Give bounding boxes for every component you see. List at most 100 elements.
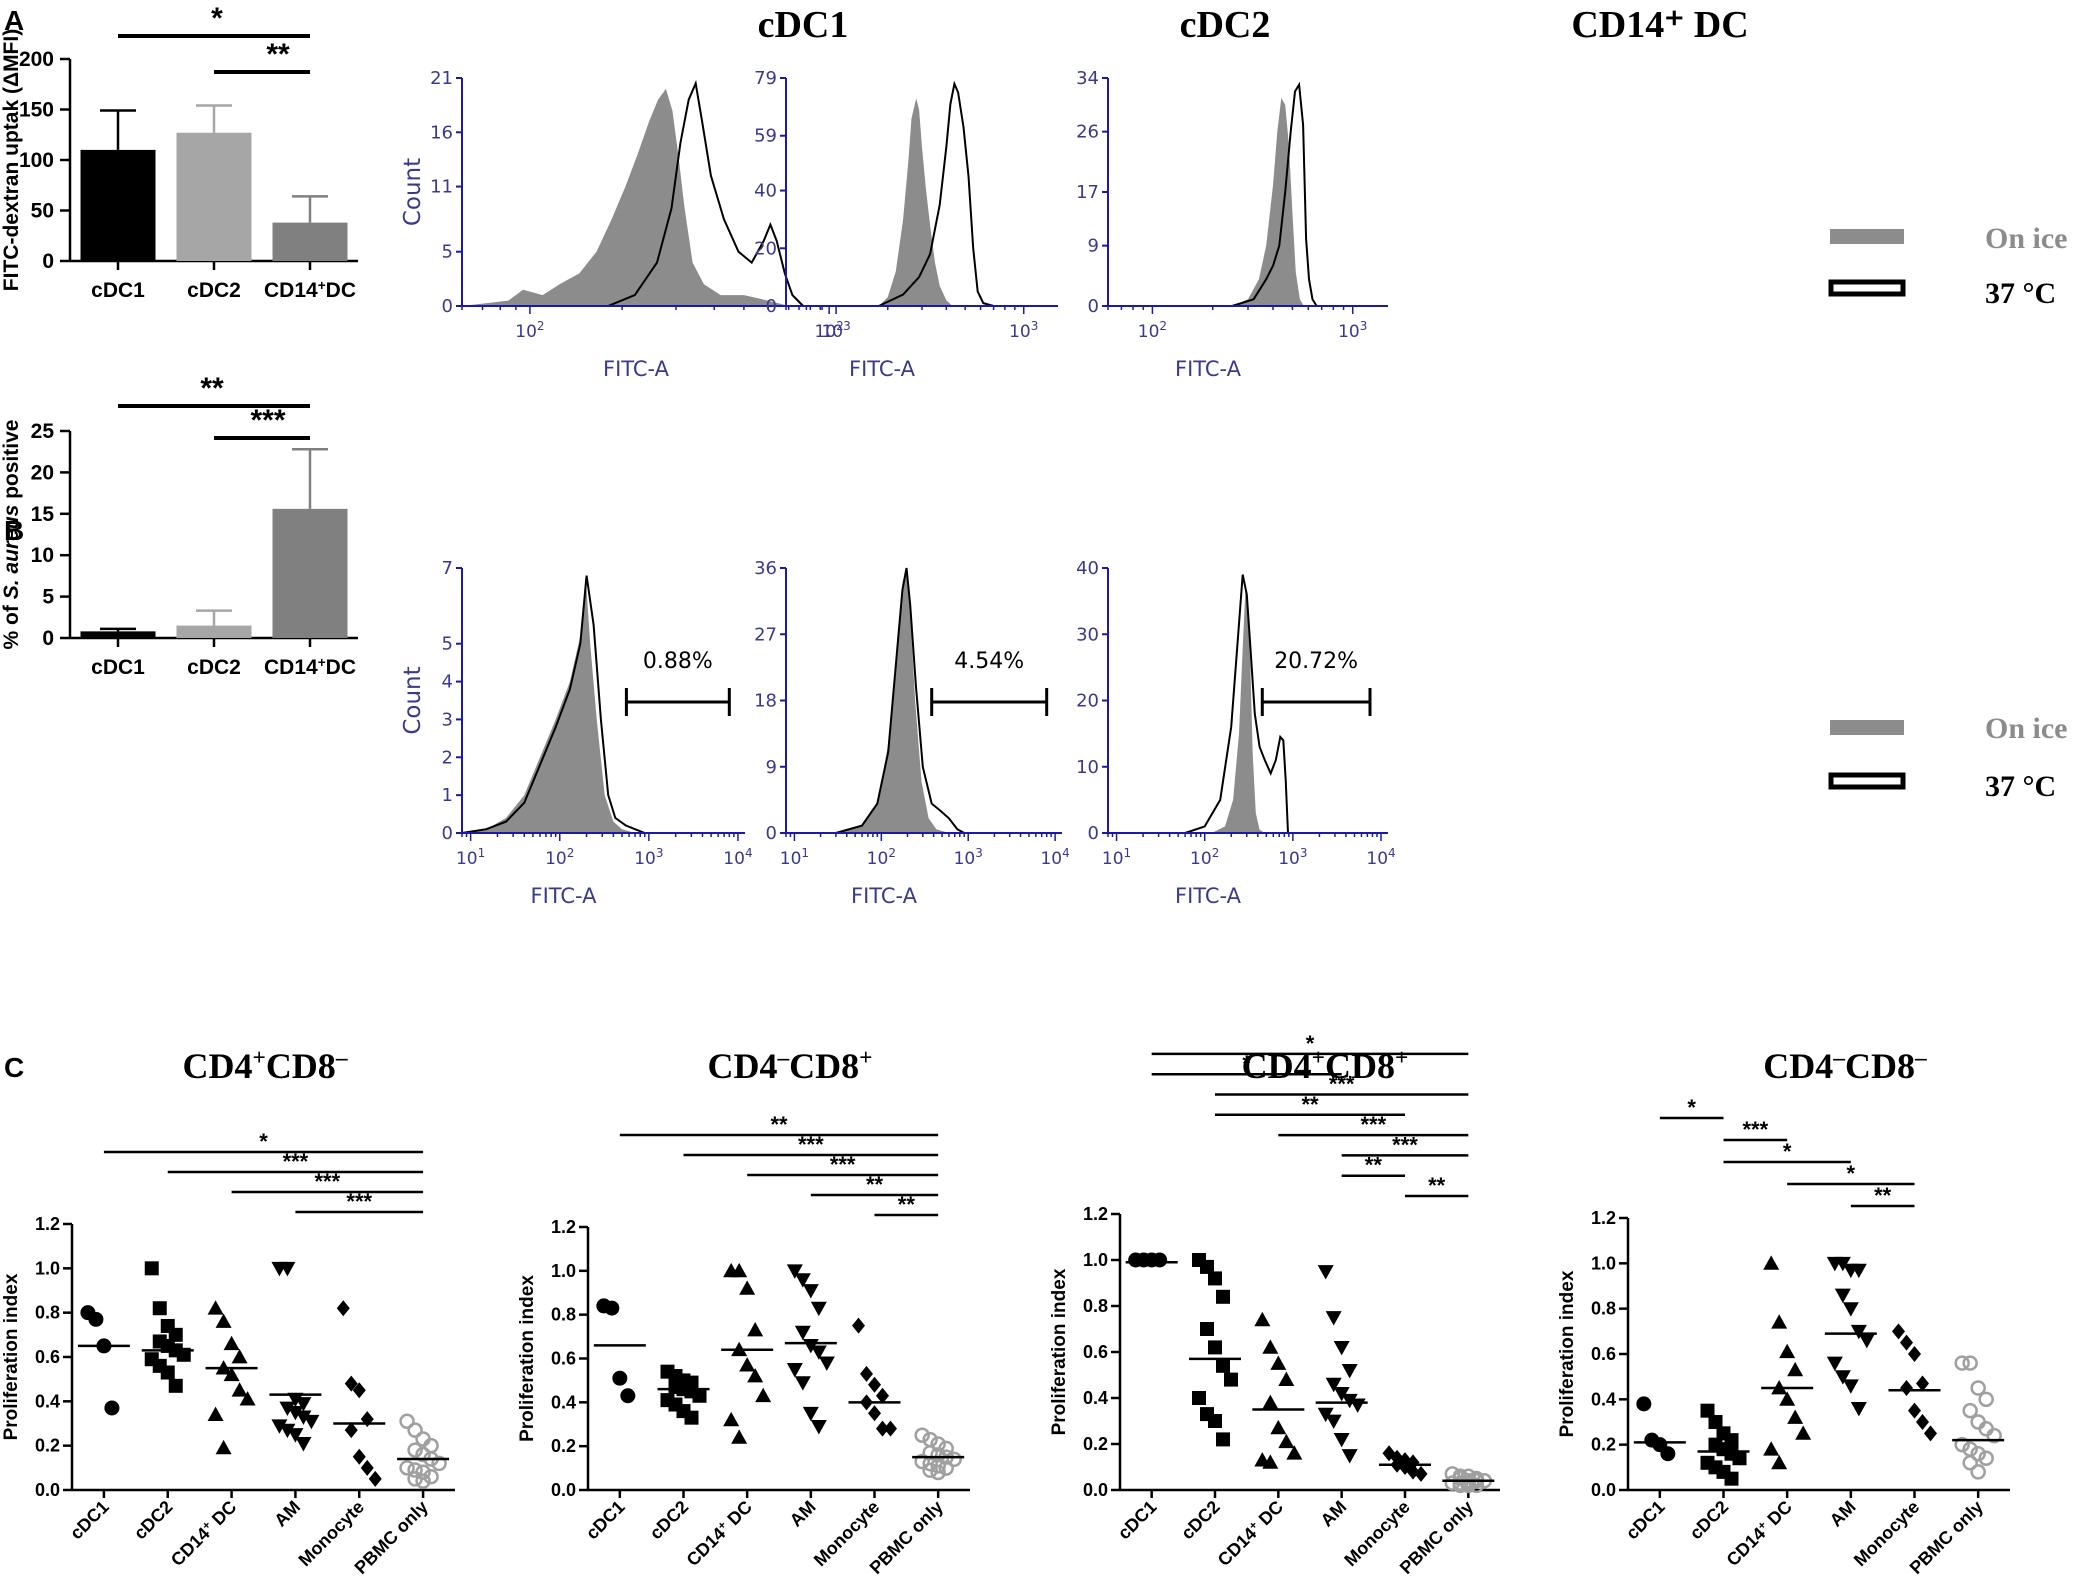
data-point: [287, 1428, 304, 1443]
data-point: [1208, 1271, 1222, 1286]
data-point: [279, 1401, 296, 1416]
data-point: [1970, 1464, 1986, 1480]
data-point: [802, 1406, 819, 1422]
data-point: [1924, 1425, 1937, 1442]
data-point: [1978, 1450, 1994, 1467]
legend-a: On ice 37 °C: [1828, 222, 2068, 310]
y-tick-label: 0.8: [551, 1305, 576, 1325]
significance-label: *: [259, 1129, 268, 1154]
data-point: [1152, 1252, 1168, 1268]
data-point: [207, 1406, 224, 1422]
x-tick-label: AM: [1317, 1497, 1351, 1531]
y-axis-label: Proliferation index: [1557, 1270, 1578, 1437]
data-point: [930, 1464, 946, 1481]
data-point: [407, 1422, 423, 1438]
data-point: [922, 1444, 938, 1461]
data-point: [876, 1387, 889, 1404]
data-point: [914, 1427, 930, 1443]
significance-label: **: [1428, 1173, 1446, 1198]
y-tick-label: 1.2: [1591, 1208, 1616, 1228]
data-point: [922, 1462, 938, 1479]
data-point: [1636, 1396, 1652, 1412]
scatter-title: CD4+CD8+: [1242, 1045, 1409, 1086]
x-tick-label: 102: [1190, 846, 1219, 869]
data-point: [1916, 1414, 1929, 1430]
data-point: [1858, 1334, 1875, 1349]
data-point: [692, 1388, 707, 1403]
y-tick-label: 16: [430, 122, 453, 143]
data-point: [1262, 1394, 1279, 1409]
data-point: [407, 1462, 423, 1478]
data-point: [1460, 1477, 1477, 1494]
significance-label: ***: [1742, 1117, 1768, 1142]
data-point: [295, 1410, 312, 1425]
data-point: [1286, 1445, 1303, 1460]
y-tick-label: 0.2: [1083, 1434, 1108, 1454]
y-tick-label: 5: [442, 634, 453, 655]
data-point: [1262, 1339, 1279, 1354]
data-point: [1826, 1356, 1843, 1372]
x-tick-label: CD14+DC: [264, 278, 356, 303]
y-tick-label: 2: [442, 747, 453, 768]
data-point: [794, 1325, 811, 1341]
data-point: [755, 1387, 772, 1403]
data-point: [399, 1413, 415, 1430]
y-tick-label: 0.6: [551, 1349, 576, 1369]
scatter-panels-c: CD4+CD8– 0.0 0.2 0.4 0.6 0.8 1.0 1.2 Proliferati…: [1, 1031, 2010, 1578]
data-point: [88, 1311, 104, 1327]
data-point: [938, 1460, 954, 1476]
x-tick-label: CD14+ DC: [167, 1496, 241, 1570]
x-tick-label: AM: [786, 1497, 820, 1531]
data-point: [223, 1335, 240, 1351]
panel-label-a: A: [4, 5, 24, 36]
data-point: [207, 1300, 224, 1315]
legend-swatch-37c: [1828, 279, 1906, 297]
data-point: [1270, 1419, 1287, 1435]
y-tick-label: 100: [19, 149, 54, 172]
significance-label: *: [1242, 1051, 1251, 1076]
data-point: [810, 1345, 827, 1360]
y-tick-label: 0.4: [1083, 1388, 1108, 1408]
y-tick-label: 0.6: [1083, 1342, 1108, 1362]
y-tick-label: 0: [766, 823, 777, 844]
significance-label: *: [1306, 1031, 1315, 1056]
data-point: [1333, 1387, 1350, 1402]
y-tick-label: 0.4: [35, 1391, 60, 1411]
data-point: [407, 1442, 423, 1458]
x-tick-label: 102: [867, 846, 896, 869]
flow-plot-2: 0 9 17 26 34 102 103 FITC-A: [1076, 68, 1388, 381]
data-point: [930, 1447, 946, 1463]
data-point: [423, 1468, 439, 1485]
data-point: [876, 1420, 889, 1437]
x-tick-label: CD14+ DC: [682, 1496, 756, 1570]
x-tick-label: 104: [723, 846, 752, 869]
data-point: [723, 1411, 740, 1427]
data-point: [1341, 1364, 1358, 1379]
y-axis-label: Proliferation index: [1049, 1268, 1070, 1435]
x-tick-label: 101: [1102, 846, 1131, 869]
data-point: [352, 1448, 366, 1465]
data-point: [431, 1455, 447, 1472]
y-tick-label: 0.8: [1083, 1296, 1108, 1316]
y-tick-label: 0: [42, 250, 54, 273]
y-tick-label: 200: [19, 48, 54, 71]
data-point: [336, 1300, 350, 1317]
data-point: [1732, 1451, 1747, 1466]
x-tick-label: 104: [1040, 846, 1069, 869]
data-point: [279, 1423, 296, 1439]
bar: [176, 132, 252, 261]
data-point: [1208, 1414, 1222, 1428]
y-tick-label: 0: [766, 296, 777, 317]
y-tick-label: 50: [31, 200, 54, 223]
data-point: [1779, 1391, 1796, 1406]
data-point: [1962, 1355, 1978, 1371]
x-tick-label: cDC1: [91, 656, 145, 679]
y-axis-label: Proliferation index: [1, 1273, 22, 1440]
data-point: [1970, 1380, 1986, 1396]
data-point: [1900, 1334, 1913, 1351]
y-tick-label: 0.4: [1591, 1389, 1616, 1409]
data-point: [368, 1470, 382, 1487]
data-point: [1900, 1380, 1913, 1396]
